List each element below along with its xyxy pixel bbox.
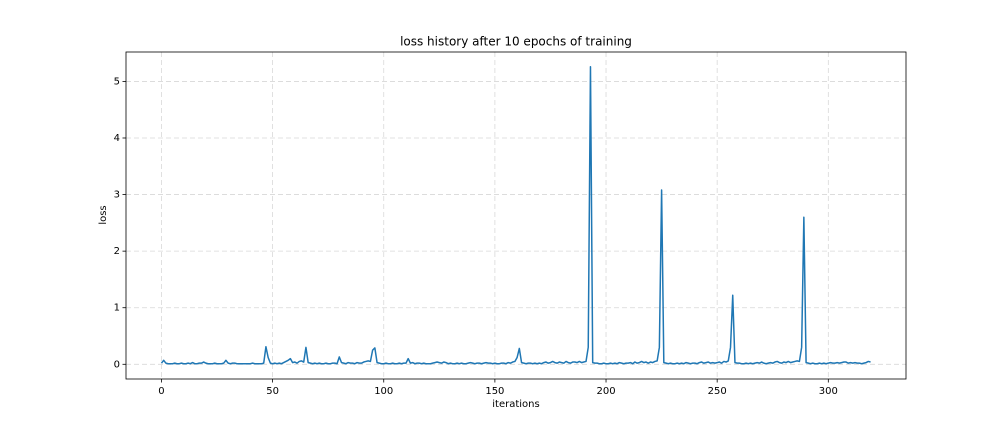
plot-frame [125,51,907,380]
x-tick-label: 0 [158,386,164,397]
y-tick-label: 2 [114,246,120,257]
y-tick-label: 0 [114,359,120,370]
x-axis-label: iterations [492,399,539,410]
x-tick-label: 250 [708,386,727,397]
x-tick-label: 100 [374,386,393,397]
x-tick-label: 50 [266,386,279,397]
x-tick-label: 150 [485,386,504,397]
y-tick-label: 3 [114,190,120,201]
y-tick-label: 5 [114,76,120,87]
x-tick-label: 200 [596,386,615,397]
y-tick-label: 1 [114,303,120,314]
y-tick-label: 4 [114,133,120,144]
chart-title: loss history after 10 epochs of training [400,35,632,49]
loss-line [160,65,871,365]
y-axis-label: loss [98,205,109,224]
x-tick-label: 300 [819,386,838,397]
